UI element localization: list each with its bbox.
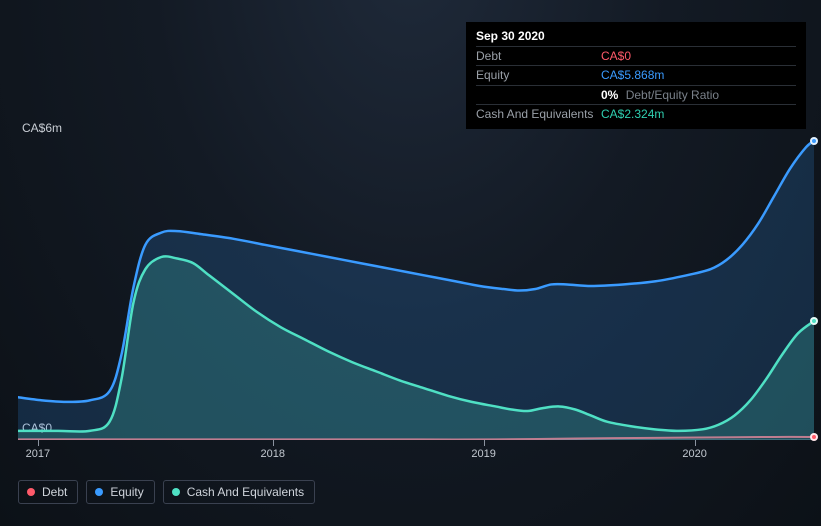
x-axis-tick: [695, 440, 696, 446]
tooltip-label: Debt: [476, 48, 601, 64]
tooltip-date: Sep 30 2020: [476, 28, 796, 46]
legend-label: Equity: [110, 485, 143, 499]
x-axis: 2017 2018 2019 2020: [18, 440, 814, 470]
x-axis-tick: [38, 440, 39, 446]
tooltip-row-equity: Equity CA$5.868m: [476, 65, 796, 84]
chart-legend: Debt Equity Cash And Equivalents: [18, 480, 315, 504]
legend-dot-icon: [95, 488, 103, 496]
x-axis-label: 2019: [471, 448, 495, 460]
legend-label: Cash And Equivalents: [187, 485, 304, 499]
x-axis-tick: [484, 440, 485, 446]
chart-tooltip: Sep 30 2020 Debt CA$0 Equity CA$5.868m 0…: [466, 22, 806, 129]
legend-item-debt[interactable]: Debt: [18, 480, 78, 504]
y-axis-label-max: CA$6m: [22, 121, 62, 135]
x-axis-label: 2020: [682, 448, 706, 460]
tooltip-label: Cash And Equivalents: [476, 106, 601, 122]
tooltip-label: Equity: [476, 67, 601, 83]
legend-dot-icon: [27, 488, 35, 496]
tooltip-value: CA$0: [601, 48, 796, 64]
legend-label: Debt: [42, 485, 67, 499]
series-end-marker-cash-and-equivalents: [810, 317, 818, 325]
tooltip-label: [476, 87, 601, 103]
financial-chart[interactable]: [18, 135, 814, 440]
legend-item-equity[interactable]: Equity: [86, 480, 154, 504]
tooltip-value: 0% Debt/Equity Ratio: [601, 87, 796, 103]
series-end-marker-debt: [810, 433, 818, 441]
x-axis-tick: [273, 440, 274, 446]
series-end-marker-equity: [810, 137, 818, 145]
legend-dot-icon: [172, 488, 180, 496]
legend-item-cash[interactable]: Cash And Equivalents: [163, 480, 315, 504]
x-axis-label: 2017: [26, 448, 50, 460]
x-axis-label: 2018: [260, 448, 284, 460]
tooltip-value: CA$2.324m: [601, 106, 796, 122]
tooltip-value: CA$5.868m: [601, 67, 796, 83]
tooltip-ratio-label: Debt/Equity Ratio: [626, 88, 719, 102]
tooltip-row-debt: Debt CA$0: [476, 46, 796, 65]
tooltip-row-cash: Cash And Equivalents CA$2.324m: [476, 104, 796, 123]
tooltip-row-ratio: 0% Debt/Equity Ratio: [476, 85, 796, 104]
tooltip-ratio-pct: 0%: [601, 88, 618, 102]
